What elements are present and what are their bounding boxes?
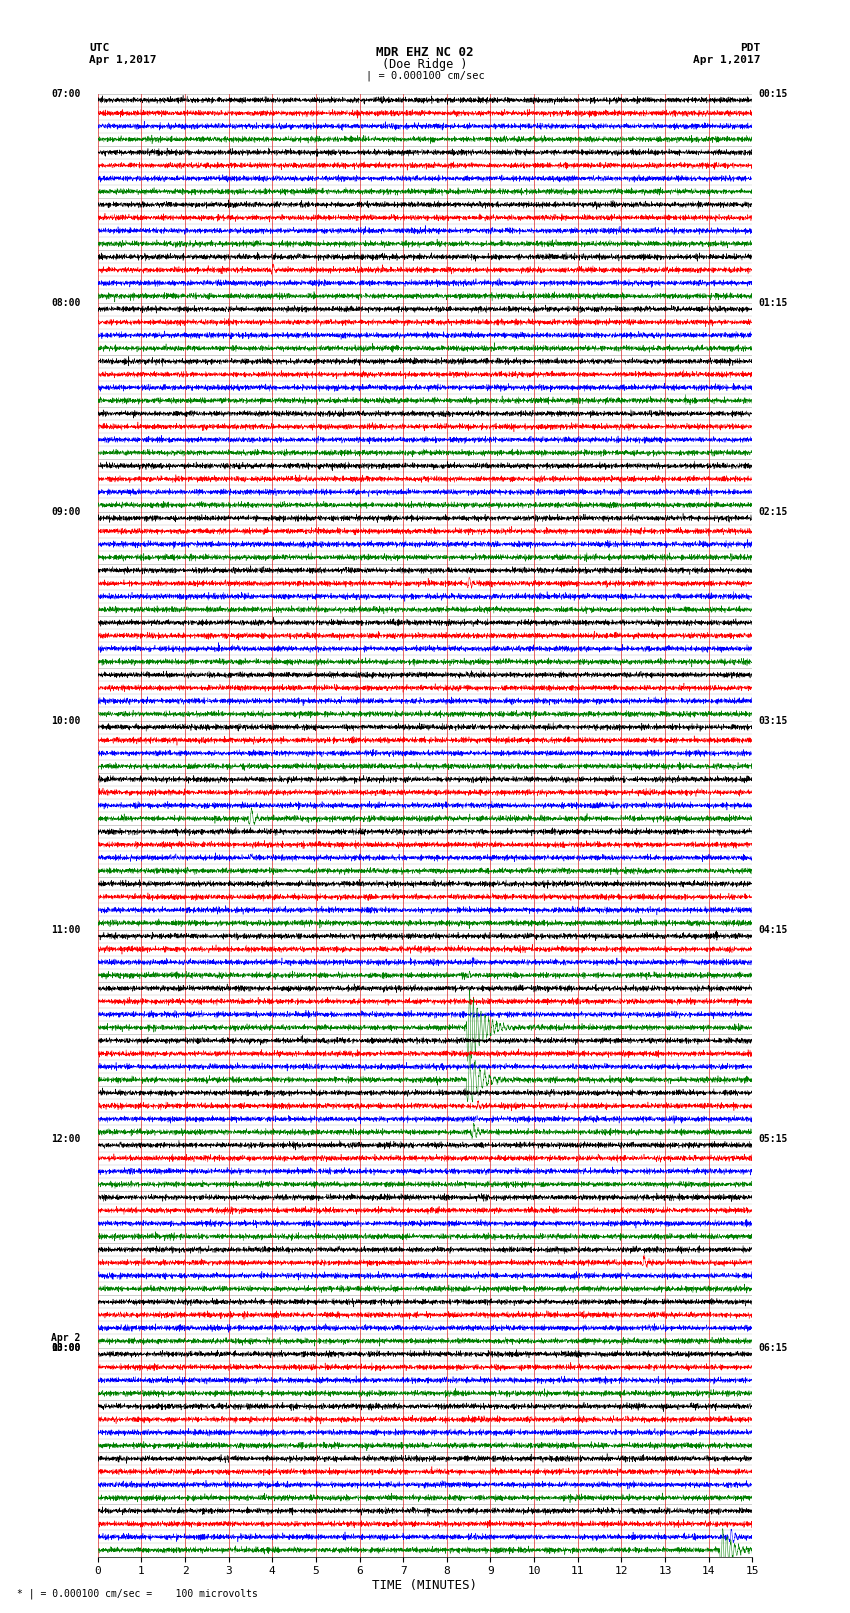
Text: 02:15: 02:15: [759, 506, 788, 516]
Text: MDR EHZ NC 02: MDR EHZ NC 02: [377, 45, 473, 60]
Text: 04:15: 04:15: [759, 924, 788, 934]
Text: 00:00: 00:00: [51, 1342, 80, 1353]
Text: | = 0.000100 cm/sec: | = 0.000100 cm/sec: [366, 71, 484, 81]
Text: PDT: PDT: [740, 44, 761, 53]
X-axis label: TIME (MINUTES): TIME (MINUTES): [372, 1579, 478, 1592]
Text: (Doe Ridge ): (Doe Ridge ): [382, 58, 468, 71]
Text: 05:15: 05:15: [759, 1134, 788, 1144]
Text: Apr 2: Apr 2: [51, 1334, 80, 1344]
Text: Apr 1,2017: Apr 1,2017: [694, 55, 761, 65]
Text: 07:00: 07:00: [51, 89, 80, 98]
Text: 11:00: 11:00: [51, 924, 80, 934]
Text: 09:00: 09:00: [51, 506, 80, 516]
Text: 01:15: 01:15: [759, 297, 788, 308]
Text: 10:00: 10:00: [51, 716, 80, 726]
Text: UTC: UTC: [89, 44, 110, 53]
Text: * | = 0.000100 cm/sec =    100 microvolts: * | = 0.000100 cm/sec = 100 microvolts: [17, 1589, 258, 1598]
Text: 06:15: 06:15: [759, 1342, 788, 1353]
Text: 00:15: 00:15: [759, 89, 788, 98]
Text: 13:00: 13:00: [51, 1342, 80, 1353]
Text: 03:15: 03:15: [759, 716, 788, 726]
Text: 12:00: 12:00: [51, 1134, 80, 1144]
Text: 08:00: 08:00: [51, 297, 80, 308]
Text: Apr 1,2017: Apr 1,2017: [89, 55, 156, 65]
